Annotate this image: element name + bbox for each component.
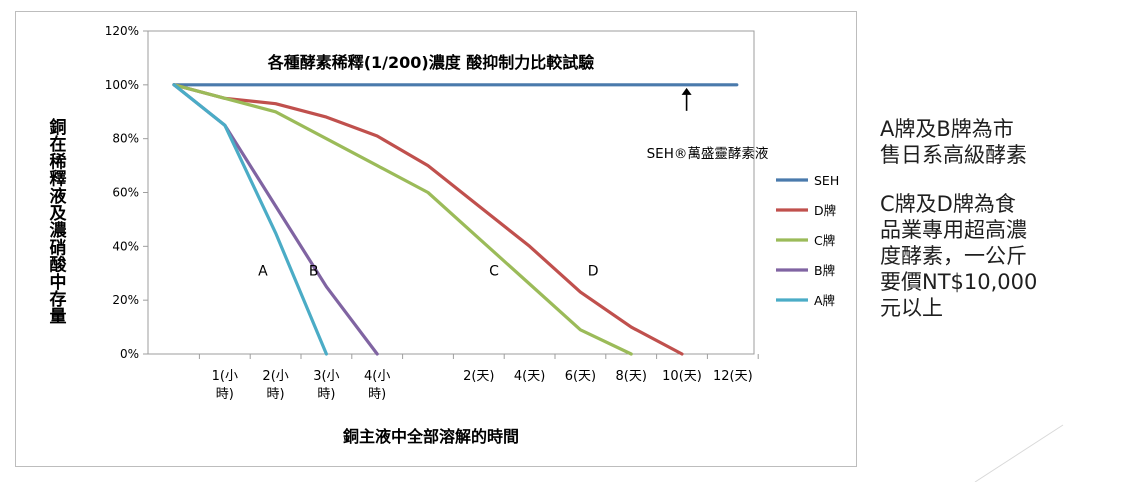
annotation-arrow-head [681,87,692,95]
y-tick-label: 80% [112,132,139,146]
side-note-brands-ab: A牌及B牌為市 售日系高級酵素 [880,117,1027,167]
x-axis-label: 銅主液中全部溶解的時間 [343,427,519,446]
y-tick-label: 40% [112,239,139,253]
y-axis-label-char: 中 [50,272,67,293]
series-label-C: C [489,264,499,280]
x-tick-label: 時) [317,387,335,402]
y-axis-label-char: 及 [50,204,68,224]
y-axis-label-char: 量 [50,306,67,327]
y-tick-label: 20% [112,293,139,307]
x-tick-label: 時) [368,387,386,402]
series-label-D: D [588,264,599,280]
chart-title: 各種酵素稀釋(1/200)濃度 酸抑制力比較試驗 [267,53,595,72]
y-axis-label-char: 稀 [50,151,67,172]
x-tick-label: 10(天) [662,369,702,384]
y-axis-label-char: 存 [50,289,67,310]
x-tick-label: 12(天) [713,369,753,384]
x-tick-label: 時) [267,387,285,402]
series-line-2 [172,83,633,356]
y-tick-label: 100% [105,78,139,92]
x-tick-label: 2(小 [262,369,288,384]
y-axis-label-char: 在 [50,134,67,155]
x-tick-label: 1(小 [212,369,238,384]
chart-frame: 0% 20% 40% 60% 80% 100% 120% 1(小時) 2(小時) 3(小時) 4(小… [15,11,857,467]
legend-label-3: B牌 [814,263,835,278]
legend-label-0: SEH [814,173,839,188]
x-tick-label: 4(天) [514,369,545,384]
series-label-A: A [258,264,268,280]
y-axis-label-char: 濃 [50,220,68,241]
y-axis-label-char: 硝 [50,237,67,258]
series-line-4 [172,83,328,356]
x-tick-label: 8(天) [615,369,646,384]
line-chart: 0% 20% 40% 60% 80% 100% 120% 1(小時) 2(小時) 3(小時) 4(小… [50,24,840,446]
y-tick-label: 0% [120,347,139,361]
legend-label-1: D牌 [814,203,836,218]
legend-label-4: A牌 [814,293,835,308]
y-tick-label: 120% [105,24,139,38]
y-tick-label: 60% [112,186,139,200]
y-axis-label-char: 釋 [50,169,67,190]
x-tick-label: 2(天) [463,369,494,384]
side-note-brands-cd: C牌及D牌為食 品業專用超高濃 度酵素，一公斤 要價NT$10,000 元以上 [880,192,1038,320]
legend-label-2: C牌 [814,233,835,248]
x-tick-label: 6(天) [565,369,596,384]
annotation-label: SEH®萬盛靈酵素液 [647,146,769,162]
series-line-1 [172,83,684,356]
x-tick-label: 3(小 [313,369,339,384]
y-axis-label-char: 酸 [50,255,68,276]
x-tick-label: 4(小 [364,369,390,384]
y-axis-label-char: 液 [50,186,67,207]
plot-area [147,30,755,355]
y-axis-label-char: 銅 [50,117,67,138]
x-tick-label: 時) [216,387,234,402]
series-label-B: B [309,264,319,280]
